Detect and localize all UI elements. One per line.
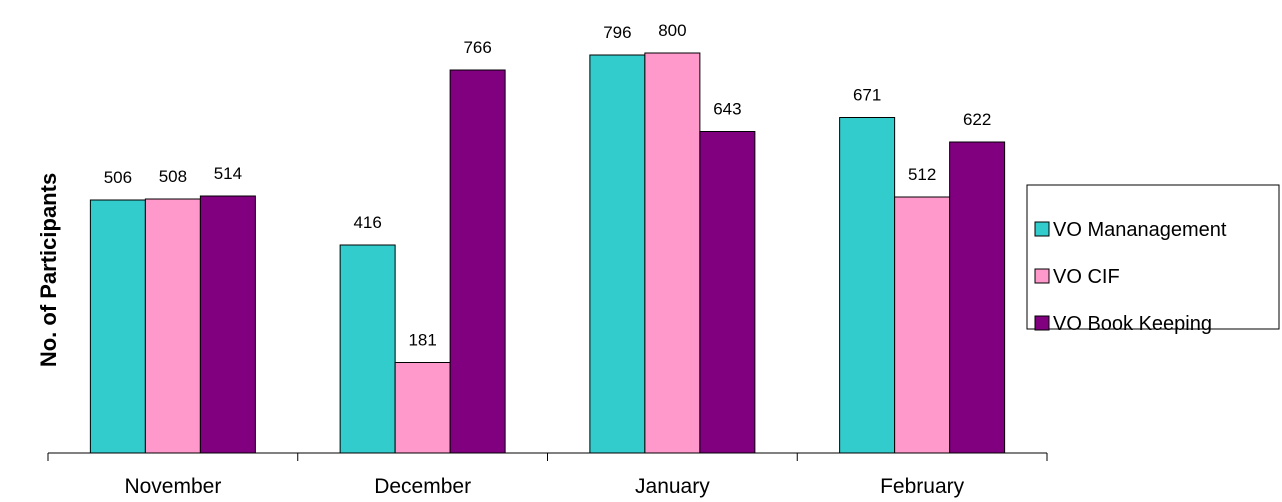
data-label: 766 — [463, 38, 491, 57]
bar — [894, 196, 951, 454]
y-axis-title: No. of Participants — [36, 173, 61, 367]
bar — [144, 198, 201, 454]
legend-label: VO Mananagement — [1053, 219, 1227, 241]
bar — [644, 52, 701, 454]
bar — [394, 362, 451, 454]
legend-label: VO CIF — [1053, 266, 1120, 288]
x-axis: November December January February — [47, 452, 1048, 498]
x-tick-label: January — [635, 475, 710, 498]
bar — [699, 131, 756, 454]
data-label: 508 — [159, 167, 187, 186]
data-label: 512 — [908, 165, 936, 184]
bar — [339, 244, 396, 454]
legend-label: VO Book Keeping — [1053, 313, 1212, 335]
data-label: 506 — [104, 168, 132, 187]
legend-swatch — [1034, 221, 1050, 237]
bar — [839, 117, 896, 454]
data-label: 800 — [658, 21, 686, 40]
legend-swatch — [1034, 268, 1050, 284]
plot-area: 506 508 514 416 181 766 796 800 643 671 512 622 — [89, 21, 1006, 454]
data-label: 671 — [853, 86, 881, 105]
data-label: 622 — [963, 110, 991, 129]
bar — [589, 54, 646, 454]
data-label: 181 — [408, 331, 436, 350]
x-tick-label: November — [124, 475, 221, 498]
x-tick-label: December — [374, 475, 471, 498]
data-label: 796 — [603, 23, 631, 42]
data-label: 643 — [713, 100, 741, 119]
legend: VO Mananagement VO CIF VO Book Keeping — [1026, 184, 1280, 335]
bar — [199, 195, 256, 454]
bar — [949, 141, 1006, 454]
bar — [89, 199, 146, 454]
data-label: 416 — [353, 213, 381, 232]
data-label: 514 — [214, 164, 242, 183]
x-tick-label: February — [880, 475, 965, 498]
legend-frame — [1026, 184, 1280, 330]
legend-swatch — [1034, 315, 1050, 331]
bar — [449, 69, 506, 454]
